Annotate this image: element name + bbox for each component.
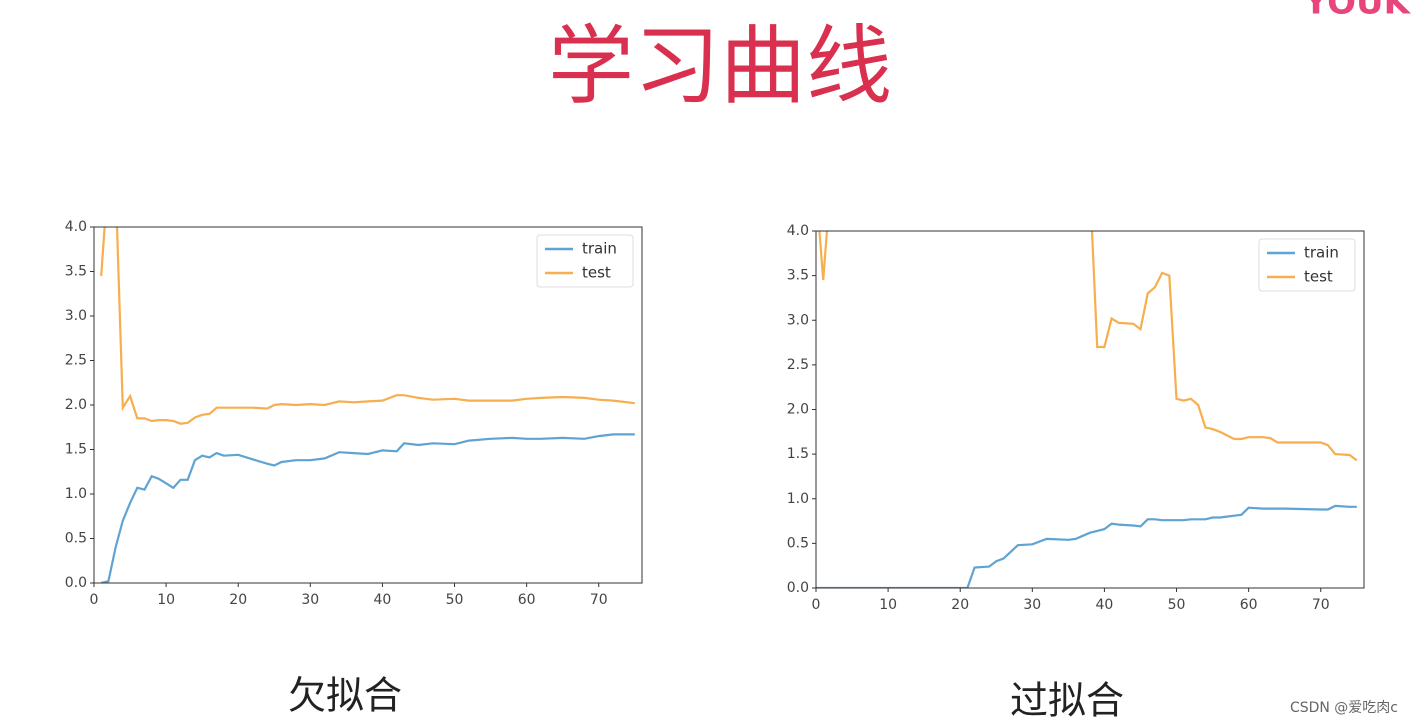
x-tick-label: 60: [1240, 597, 1258, 613]
y-tick-label: 2.5: [65, 353, 87, 369]
y-tick-label: 0.5: [65, 531, 87, 547]
y-tick-label: 1.0: [65, 486, 87, 502]
x-tick-label: 20: [951, 597, 969, 613]
x-tick-label: 30: [301, 592, 319, 608]
y-tick-label: 1.0: [787, 491, 809, 507]
y-tick-label: 1.5: [787, 446, 809, 462]
watermark: CSDN @爱吃肉c: [1290, 700, 1398, 716]
y-tick-label: 3.0: [65, 308, 87, 324]
y-tick-label: 4.0: [65, 219, 87, 235]
chart: 0.0 0.5 1.0 1.5 2.0 2.5 3.0 3.5 4.0 0 10 20 30 40 50 60…: [65, 219, 643, 718]
y-tick-label: 0.5: [787, 535, 809, 551]
series-line: [100, 227, 635, 425]
y-tick-label: 3.5: [65, 264, 87, 280]
legend-label: test: [1304, 268, 1333, 286]
x-tick-label: 50: [1168, 597, 1186, 613]
x-tick-label: 10: [879, 597, 897, 613]
x-tick-label: 70: [1312, 597, 1330, 613]
logo: YOUK: [1303, 0, 1412, 23]
x-tick-label: 0: [90, 592, 99, 608]
x-tick-label: 60: [518, 592, 536, 608]
legend-label: train: [1304, 244, 1339, 262]
y-tick-label: 4.0: [787, 223, 809, 239]
x-tick-label: 10: [157, 592, 175, 608]
y-tick-label: 2.0: [787, 402, 809, 418]
x-tick-label: 50: [446, 592, 464, 608]
x-tick-label: 20: [229, 592, 247, 608]
chart-caption: 欠拟合: [288, 674, 402, 718]
x-tick-label: 0: [812, 597, 821, 613]
x-tick-label: 40: [1096, 597, 1114, 613]
series-line: [818, 231, 1358, 462]
x-tick-label: 40: [374, 592, 392, 608]
legend-label: test: [582, 264, 611, 282]
chart: 0.0 0.5 1.0 1.5 2.0 2.5 3.0 3.5 4.0 0 10 20 30 40 50 60…: [787, 223, 1365, 723]
y-tick-label: 0.0: [65, 575, 87, 591]
x-tick-label: 30: [1023, 597, 1041, 613]
series-line: [816, 504, 1357, 588]
chart-caption: 过拟合: [1010, 679, 1124, 723]
y-tick-label: 3.5: [787, 268, 809, 284]
series-line: [100, 433, 635, 583]
y-tick-label: 1.5: [65, 442, 87, 458]
y-tick-label: 2.0: [65, 397, 87, 413]
y-tick-label: 0.0: [787, 580, 809, 596]
y-tick-label: 3.0: [787, 312, 809, 328]
slide-title: 学习曲线: [548, 16, 892, 116]
y-tick-label: 2.5: [787, 357, 809, 373]
x-tick-label: 70: [590, 592, 608, 608]
legend-label: train: [582, 240, 617, 258]
